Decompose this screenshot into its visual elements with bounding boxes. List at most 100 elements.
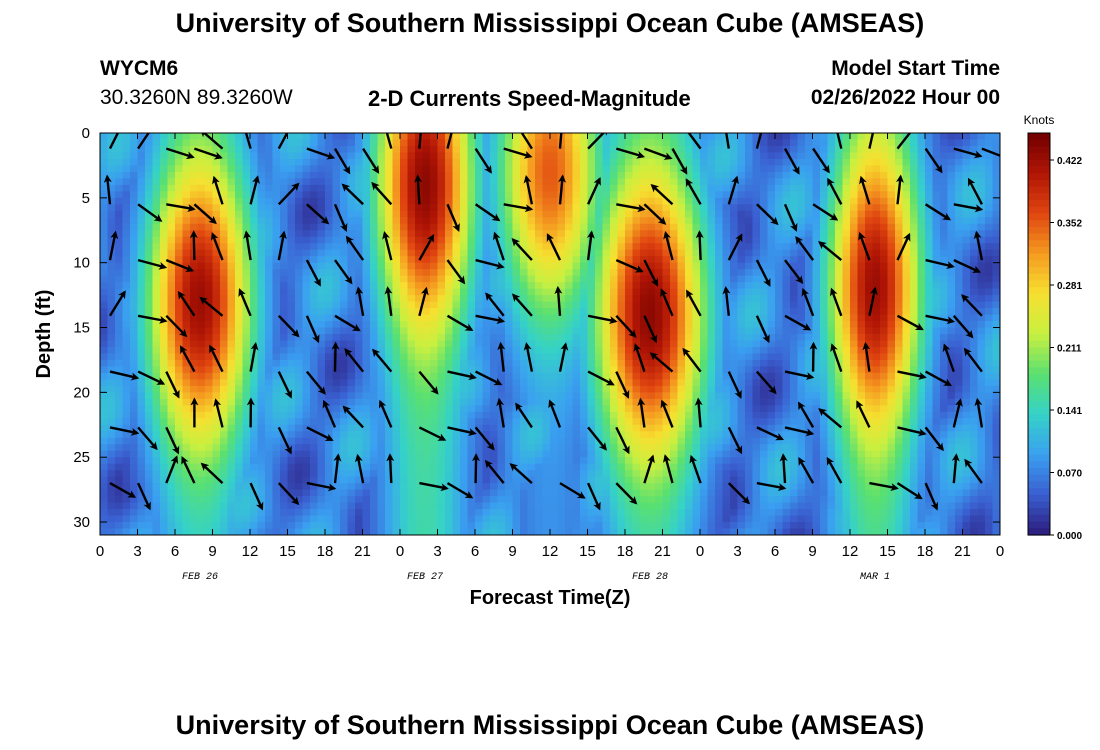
heat-cell [100,359,109,368]
heat-cell [340,262,349,270]
heat-cell [640,509,649,517]
heat-cell [422,158,431,167]
heat-cell [340,249,349,257]
heat-cell [175,346,184,355]
heat-cell [152,165,161,173]
heat-cell [242,418,251,426]
heat-cell [572,509,581,517]
heat-cell [235,334,244,342]
heat-cell [632,269,641,277]
heat-cell [400,509,409,517]
heat-cell [227,327,236,335]
heat-cell [677,424,686,432]
heat-cell [310,476,319,484]
heat-cell [115,184,124,192]
heat-cell [362,483,371,491]
heat-cell [295,346,304,355]
heat-cell [655,249,664,257]
heat-cell [610,197,619,205]
heat-cell [655,496,664,504]
heat-cell [520,379,529,387]
heat-cell [197,411,206,419]
heat-cell [400,133,409,141]
heat-cell [257,457,266,465]
heat-cell [542,217,551,225]
heat-cell [355,522,364,530]
heat-cell [325,327,334,335]
heat-cell [145,515,154,523]
heat-cell [625,236,634,244]
heat-cell [302,418,311,426]
heat-cell [400,184,409,192]
heat-cell [460,152,469,160]
heat-cell [152,230,161,238]
heat-cell [512,476,521,484]
heat-cell [287,275,296,283]
heat-cell [655,411,664,419]
heat-cell [100,483,109,491]
heat-cell [482,230,491,238]
heat-cell [662,197,671,205]
heat-cell [302,463,311,471]
heat-cell [205,308,214,316]
heat-cell [700,217,709,225]
heat-cell [272,463,281,471]
heat-cell [460,327,469,335]
heat-cell [550,165,559,173]
heat-cell [100,184,109,192]
heat-cell [542,496,551,504]
heat-cell [580,236,589,244]
heat-cell [242,359,251,368]
heat-cell [265,165,274,173]
heat-cell [250,314,259,322]
heat-cell [242,288,251,296]
heat-cell [287,288,296,296]
heat-cell [145,528,154,535]
heat-cell [257,321,266,329]
heat-cell [482,515,491,523]
heat-cell [295,398,304,406]
heat-cell [242,249,251,257]
heat-cell [497,483,506,491]
heat-cell [640,470,649,478]
heat-cell [595,483,604,491]
heat-cell [385,405,394,413]
heat-cell [190,346,199,355]
heat-cell [362,353,371,361]
heat-cell [422,509,431,517]
heat-cell [430,204,439,212]
heat-cell [377,204,386,212]
heat-cell [250,509,259,517]
heat-cell [617,411,626,419]
heat-cell [512,262,521,270]
heat-cell [115,327,124,335]
heat-cell [647,483,656,491]
heat-cell [310,496,319,504]
heat-cell [137,340,146,348]
heat-cell [490,223,499,231]
heat-cell [595,223,604,231]
heat-cell [100,476,109,484]
heat-cell [115,372,124,380]
heat-cell [572,476,581,484]
heat-cell [692,496,701,504]
heat-cell [122,483,131,491]
heat-cell [280,145,289,154]
heat-cell [115,308,124,316]
heat-cell [542,158,551,167]
heat-cell [580,210,589,218]
heat-cell [542,184,551,192]
heat-cell [340,463,349,471]
heat-cell [385,236,394,244]
heat-cell [467,405,476,413]
heat-cell [242,431,251,439]
heat-cell [640,489,649,497]
heat-cell [647,314,656,322]
heat-cell [520,223,529,231]
heat-cell [175,372,184,380]
heat-cell [422,489,431,497]
heat-cell [490,450,499,458]
heat-cell [152,463,161,471]
heat-cell [295,522,304,530]
heat-cell [595,236,604,244]
